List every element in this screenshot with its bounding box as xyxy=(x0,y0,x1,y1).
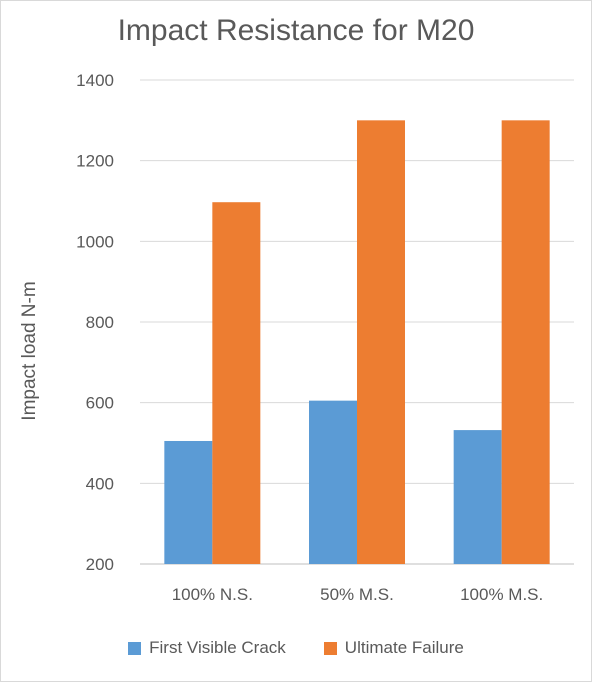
x-tick-labels: 100% N.S. 50% M.S. 100% M.S. xyxy=(172,585,544,604)
x-tick-label-2: 100% M.S. xyxy=(460,585,543,604)
bar-ultimate-failure-1 xyxy=(357,120,405,564)
y-tick-label-200: 200 xyxy=(86,555,114,574)
bar-first-visible-crack-2 xyxy=(453,430,502,564)
bars xyxy=(164,120,550,564)
y-tick-label-800: 800 xyxy=(86,313,114,332)
legend-item-first-visible-crack: First Visible Crack xyxy=(128,638,286,658)
y-tick-labels: 200 400 600 800 1000 1200 1400 xyxy=(76,71,114,574)
legend-swatch-first-visible-crack xyxy=(128,641,142,655)
y-tick-label-1000: 1000 xyxy=(76,232,114,251)
legend-label-ultimate-failure: Ultimate Failure xyxy=(344,638,464,657)
bar-ultimate-failure-2 xyxy=(501,120,550,564)
bar-first-visible-crack-0 xyxy=(164,440,213,564)
x-tick-label-0: 100% N.S. xyxy=(172,585,253,604)
chart-title: Impact Resistance for M20 xyxy=(117,14,475,47)
x-tick-label-1: 50% M.S. xyxy=(320,585,394,604)
bar-ultimate-failure-0 xyxy=(212,202,261,564)
y-tick-label-600: 600 xyxy=(86,394,114,413)
legend-item-ultimate-failure: Ultimate Failure xyxy=(323,638,464,658)
y-tick-label-400: 400 xyxy=(86,474,114,493)
y-tick-label-1400: 1400 xyxy=(76,71,114,90)
legend: First Visible Crack Ultimate Failure xyxy=(0,638,592,658)
y-tick-label-1200: 1200 xyxy=(76,152,114,171)
legend-swatch-ultimate-failure xyxy=(323,641,337,655)
legend-label-first-visible-crack: First Visible Crack xyxy=(149,638,286,657)
bar-first-visible-crack-1 xyxy=(309,400,357,564)
